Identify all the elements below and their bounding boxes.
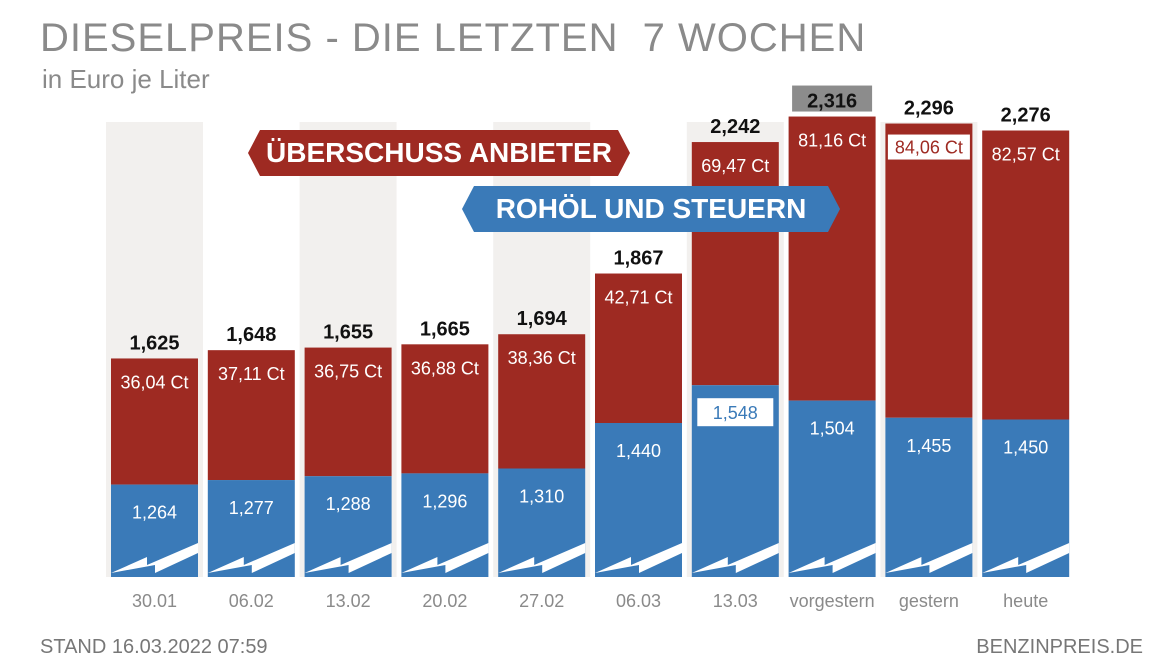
axis-break-mark (595, 543, 682, 573)
bar-crude-segment (788, 400, 876, 577)
total-data-label: 1,867 (613, 248, 663, 270)
x-tick-label: vorgestern (790, 591, 875, 611)
axis-break-mark (401, 543, 489, 573)
bar-crude-segment (304, 476, 392, 577)
surplus-data-label: 69,47 Ct (701, 156, 769, 176)
bar-crude-segment (401, 473, 489, 577)
surplus-data-label: 36,04 Ct (120, 372, 188, 392)
total-data-label: 2,316 (807, 91, 857, 113)
total-data-label: 1,694 (517, 308, 568, 330)
axis-break-mark (207, 543, 295, 573)
x-tick-label: heute (1003, 591, 1048, 611)
bar-crude-segment (111, 484, 198, 577)
bar-surplus-segment (788, 116, 876, 401)
axis-break-mark (111, 543, 198, 573)
x-tick-label: 06.03 (616, 591, 661, 611)
surplus-data-label: 36,75 Ct (314, 362, 382, 382)
crude-data-label: 1,450 (1003, 438, 1048, 458)
bar-surplus-segment (595, 273, 682, 423)
surplus-label-highlight (887, 134, 970, 160)
x-tick-label: 13.02 (326, 591, 371, 611)
crude-data-label: 1,548 (713, 403, 758, 423)
bar-surplus-segment (885, 123, 973, 418)
axis-break-mark (982, 543, 1070, 573)
bar-surplus-segment (982, 130, 1070, 420)
surplus-data-label: 37,11 Ct (218, 364, 285, 384)
surplus-data-label: 42,71 Ct (604, 288, 672, 308)
x-tick-label: 13.03 (713, 591, 758, 611)
total-data-label: 1,655 (323, 322, 373, 344)
x-tick-label: 06.02 (229, 591, 274, 611)
surplus-data-label: 81,16 Ct (798, 131, 866, 151)
surplus-data-label: 84,06 Ct (895, 138, 963, 158)
bar-surplus-segment (207, 350, 295, 481)
total-data-label: 2,276 (1001, 105, 1051, 127)
axis-break-mark (885, 543, 973, 573)
legend-crude-label: ROHÖL UND STEUERN (462, 186, 840, 232)
crude-data-label: 1,310 (519, 487, 564, 507)
surplus-data-label: 82,57 Ct (992, 145, 1060, 165)
total-data-label: 1,648 (226, 324, 276, 346)
x-tick-label: gestern (899, 591, 959, 611)
crude-data-label: 1,440 (616, 441, 661, 461)
axis-break-mark (304, 543, 392, 573)
x-tick-label: 30.01 (132, 591, 177, 611)
total-data-label: 2,296 (904, 98, 954, 120)
bar-surplus-segment (111, 358, 198, 485)
x-tick-label: 27.02 (519, 591, 564, 611)
crude-data-label: 1,288 (326, 494, 371, 514)
axis-break-mark (691, 543, 779, 573)
x-tick-label: 20.02 (422, 591, 467, 611)
crude-data-label: 1,455 (906, 436, 951, 456)
total-data-label: 1,665 (420, 318, 470, 340)
crude-data-label: 1,277 (229, 498, 274, 518)
surplus-data-label: 36,88 Ct (411, 358, 479, 378)
crude-data-label: 1,264 (132, 503, 177, 523)
source-footer: BENZINPREIS.DE (976, 636, 1143, 658)
crude-label-highlight (697, 398, 774, 427)
bar-surplus-segment (304, 347, 392, 477)
legend-surplus-label: ÜBERSCHUSS ANBIETER (248, 130, 630, 176)
total-data-label: 2,242 (710, 116, 760, 138)
chart-subtitle: in Euro je Liter (42, 64, 210, 94)
crude-data-label: 1,296 (422, 491, 467, 511)
crude-data-label: 1,504 (810, 419, 855, 439)
bar-crude-segment (207, 480, 295, 577)
bar-crude-segment (498, 468, 586, 577)
bar-surplus-segment (691, 142, 779, 386)
timestamp-footer: STAND 16.03.2022 07:59 (40, 636, 268, 658)
axis-break-mark (498, 543, 586, 573)
bar-surplus-segment (498, 334, 586, 469)
axis-break-mark (788, 543, 876, 573)
surplus-data-label: 38,36 Ct (508, 348, 576, 368)
bar-surplus-segment (401, 344, 489, 474)
total-label-highlight (792, 85, 873, 112)
total-data-label: 1,625 (129, 332, 179, 354)
chart-title: DIESELPREIS - DIE LETZTEN 7 WOCHEN (40, 16, 867, 60)
